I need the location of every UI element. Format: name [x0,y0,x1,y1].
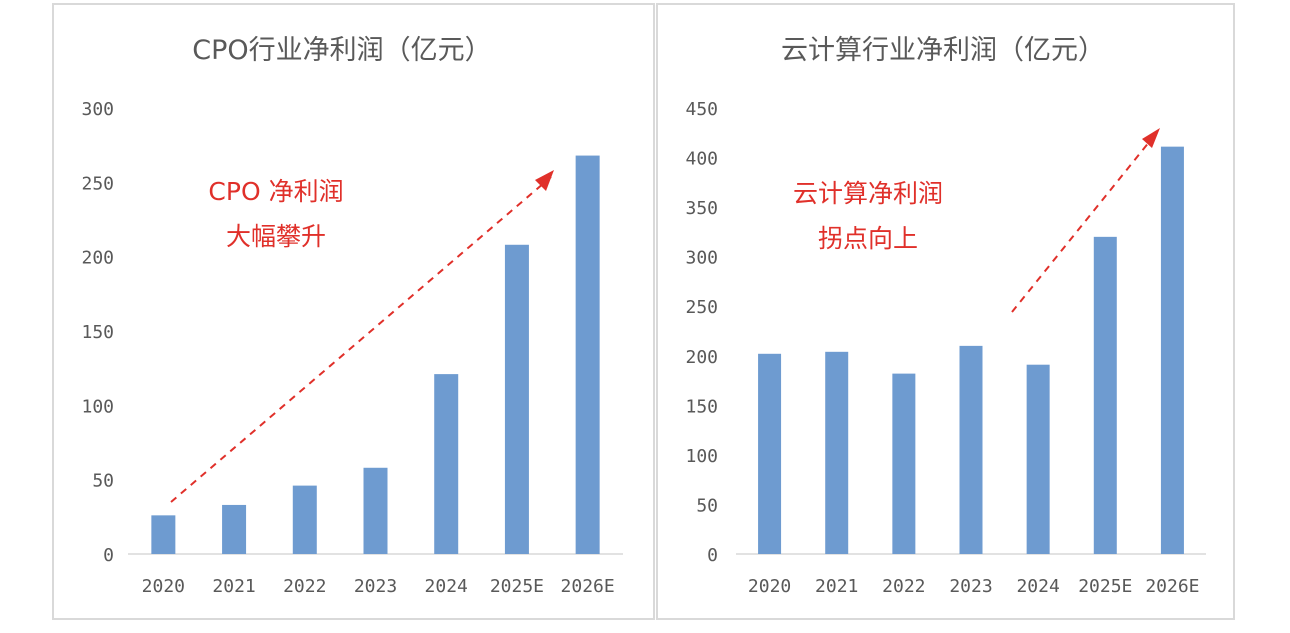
y-tick-label: 450 [685,99,718,120]
bar-2022 [892,373,916,554]
trend-arrow-line [1011,135,1155,313]
cpo-net-profit-chart: CPO行业净利润（亿元） CPO 净利润 大幅攀升 0 50 100 150 200 25… [81,35,623,597]
bar-2025E [1093,236,1117,554]
bar-2020 [758,353,782,554]
x-tick-label: 2021 [212,576,255,597]
trend-arrow-line [170,176,552,503]
y-tick-label: 50 [696,495,718,516]
x-tick-label: 2020 [142,576,185,597]
x-tick-label: 2023 [949,576,992,597]
y-tick-label: 150 [685,396,718,417]
y-tick-label: 100 [685,446,718,467]
bar-2023 [363,467,388,554]
annotation-line-1: 云计算净利润 [793,179,943,208]
bar-2026E [575,155,600,554]
annotation-line-1: CPO 净利润 [208,177,343,206]
trend-arrowhead-icon [535,170,554,191]
x-tick-label: 2022 [283,576,326,597]
chart-title: 云计算行业净利润（亿元） [781,35,1105,66]
bar-2024 [1026,364,1050,554]
y-tick-label: 350 [685,198,718,219]
bar-2025E [504,244,529,555]
y-tick-label: 50 [92,471,114,492]
y-tick-label: 0 [707,545,718,566]
bar-2024 [434,374,459,554]
bar-2023 [959,345,983,554]
x-tick-label: 2024 [1016,576,1059,597]
bar-2022 [292,485,317,554]
y-tick-label: 400 [685,149,718,170]
y-tick-label: 100 [81,396,114,417]
y-tick-label: 200 [685,347,718,368]
x-tick-label: 2026E [1145,576,1199,597]
annotation-line-2: 大幅攀升 [226,222,326,251]
y-tick-label: 0 [103,545,114,566]
y-tick-label: 200 [81,248,114,269]
y-tick-label: 250 [81,173,114,194]
y-tick-label: 300 [685,248,718,269]
x-tick-label: 2025E [490,576,544,597]
x-tick-label: 2020 [748,576,791,597]
bar-2021 [222,504,247,554]
x-tick-label: 2022 [882,576,925,597]
y-tick-label: 250 [685,297,718,318]
trend-arrowhead-icon [1142,128,1160,148]
x-tick-label: 2026E [561,576,615,597]
y-tick-label: 300 [81,99,114,120]
x-tick-label: 2023 [354,576,397,597]
x-tick-label: 2025E [1078,576,1132,597]
cpo-chart-panel: CPO行业净利润（亿元） CPO 净利润 大幅攀升 0 50 100 150 200 25… [52,3,655,620]
cloud-net-profit-chart: 云计算行业净利润（亿元） 云计算净利润 拐点向上 0 50 100 150 200 250… [685,35,1206,597]
bar-2021 [825,351,849,554]
x-tick-label: 2024 [425,576,468,597]
x-tick-label: 2021 [815,576,858,597]
cloud-chart-panel: 云计算行业净利润（亿元） 云计算净利润 拐点向上 0 50 100 150 200 250… [656,3,1235,620]
bar-2020 [151,515,176,554]
y-tick-label: 150 [81,322,114,343]
bar-2026E [1160,146,1184,555]
annotation-line-2: 拐点向上 [818,224,918,253]
chart-title: CPO行业净利润（亿元） [192,35,491,66]
